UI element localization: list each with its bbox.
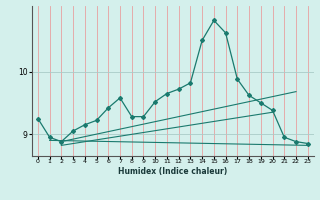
X-axis label: Humidex (Indice chaleur): Humidex (Indice chaleur) [118,167,228,176]
